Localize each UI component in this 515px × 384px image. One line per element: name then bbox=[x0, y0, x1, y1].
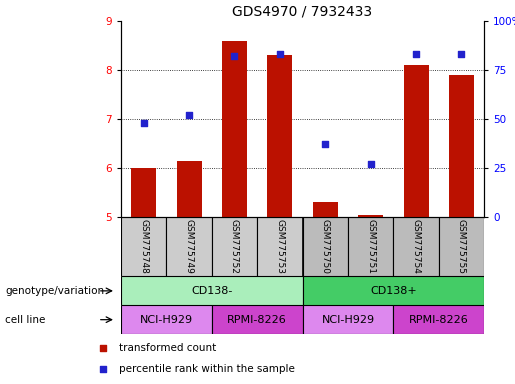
Text: CD138-: CD138- bbox=[191, 286, 232, 296]
Bar bbox=[177, 161, 201, 217]
Bar bbox=[303, 276, 484, 305]
Text: RPMI-8226: RPMI-8226 bbox=[227, 314, 287, 325]
Bar bbox=[121, 305, 212, 334]
Bar bbox=[449, 75, 474, 217]
Text: GSM775751: GSM775751 bbox=[366, 219, 375, 274]
Bar bbox=[121, 217, 166, 276]
Text: RPMI-8226: RPMI-8226 bbox=[409, 314, 469, 325]
Bar bbox=[358, 215, 383, 217]
Point bbox=[276, 51, 284, 58]
Point bbox=[230, 53, 238, 60]
Text: transformed count: transformed count bbox=[118, 343, 216, 353]
Bar bbox=[303, 305, 393, 334]
Text: NCI-H929: NCI-H929 bbox=[140, 314, 193, 325]
Point bbox=[99, 345, 107, 351]
Bar bbox=[212, 305, 303, 334]
Text: cell line: cell line bbox=[5, 314, 45, 325]
Point bbox=[99, 366, 107, 372]
Bar bbox=[348, 217, 393, 276]
Bar bbox=[257, 217, 303, 276]
Bar bbox=[393, 305, 484, 334]
Bar bbox=[212, 217, 257, 276]
Text: GSM775753: GSM775753 bbox=[276, 219, 284, 274]
Bar bbox=[166, 217, 212, 276]
Text: CD138+: CD138+ bbox=[370, 286, 417, 296]
Text: genotype/variation: genotype/variation bbox=[5, 286, 104, 296]
Text: GSM775749: GSM775749 bbox=[184, 219, 194, 274]
Bar bbox=[393, 217, 439, 276]
Bar bbox=[404, 65, 428, 217]
Text: GSM775752: GSM775752 bbox=[230, 219, 239, 274]
Bar bbox=[121, 276, 303, 305]
Title: GDS4970 / 7932433: GDS4970 / 7932433 bbox=[232, 5, 373, 18]
Bar bbox=[303, 217, 348, 276]
Text: GSM775755: GSM775755 bbox=[457, 219, 466, 274]
Point bbox=[140, 120, 148, 126]
Point bbox=[412, 51, 420, 58]
Bar bbox=[267, 55, 293, 217]
Bar bbox=[439, 217, 484, 276]
Point bbox=[367, 161, 375, 167]
Bar bbox=[222, 41, 247, 217]
Text: percentile rank within the sample: percentile rank within the sample bbox=[118, 364, 295, 374]
Text: GSM775750: GSM775750 bbox=[321, 219, 330, 274]
Text: GSM775754: GSM775754 bbox=[411, 219, 421, 274]
Text: NCI-H929: NCI-H929 bbox=[321, 314, 374, 325]
Bar bbox=[313, 202, 338, 217]
Point bbox=[185, 112, 193, 118]
Point bbox=[321, 141, 330, 147]
Text: GSM775748: GSM775748 bbox=[139, 219, 148, 274]
Point bbox=[457, 51, 466, 58]
Bar bbox=[131, 168, 156, 217]
